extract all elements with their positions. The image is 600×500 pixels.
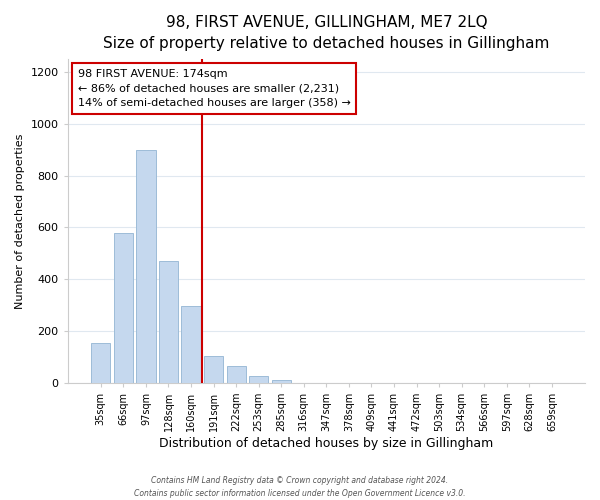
- Bar: [114, 232, 133, 383]
- Bar: [136, 150, 155, 383]
- Bar: [91, 343, 110, 383]
- Bar: [204, 356, 223, 383]
- Bar: [159, 261, 178, 383]
- Text: Contains HM Land Registry data © Crown copyright and database right 2024.
Contai: Contains HM Land Registry data © Crown c…: [134, 476, 466, 498]
- X-axis label: Distribution of detached houses by size in Gillingham: Distribution of detached houses by size …: [159, 437, 493, 450]
- Bar: [227, 366, 246, 383]
- Title: 98, FIRST AVENUE, GILLINGHAM, ME7 2LQ
Size of property relative to detached hous: 98, FIRST AVENUE, GILLINGHAM, ME7 2LQ Si…: [103, 15, 550, 51]
- Bar: [272, 380, 291, 383]
- Bar: [249, 376, 268, 383]
- Text: 98 FIRST AVENUE: 174sqm
← 86% of detached houses are smaller (2,231)
14% of semi: 98 FIRST AVENUE: 174sqm ← 86% of detache…: [78, 69, 351, 108]
- Bar: [181, 306, 200, 383]
- Y-axis label: Number of detached properties: Number of detached properties: [15, 134, 25, 308]
